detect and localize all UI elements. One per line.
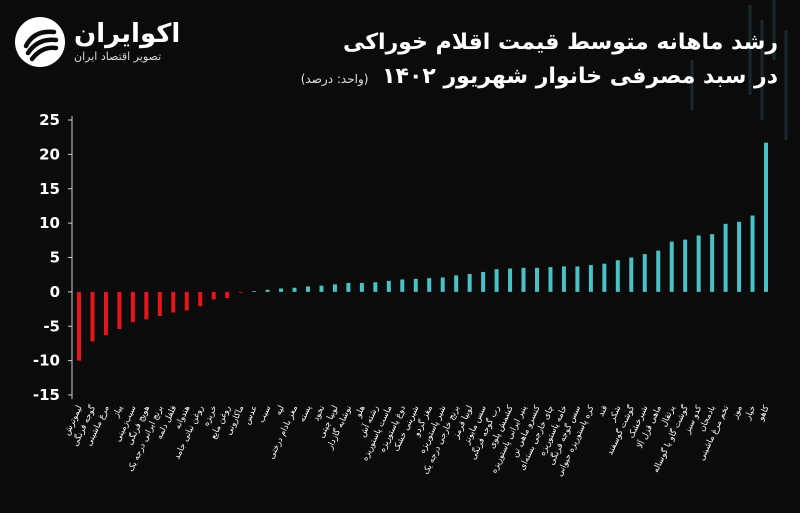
x-category-label: موز [730, 404, 745, 421]
chart-subtitle: در سبد مصرفی خانوار شهریور ۱۴۰۲ [382, 64, 778, 89]
bar [117, 291, 122, 330]
bar [764, 142, 768, 292]
y-tick-label: 15 [39, 180, 60, 198]
bar [575, 266, 580, 292]
bar [238, 291, 243, 293]
bar [332, 284, 337, 292]
chart-title: رشد ماهانه متوسط قیمت اقلام خوراکی [343, 30, 778, 55]
bar [440, 277, 445, 292]
chart-unit-note: (واحد: درصد) [300, 72, 369, 86]
bar [265, 289, 270, 292]
brand-tagline: تصویر اقتصاد ایران [74, 50, 162, 63]
chart-subtitle-line: در سبد مصرفی خانوار شهریور ۱۴۰۲ (واحد: د… [258, 60, 778, 96]
bar [602, 263, 607, 292]
bar [750, 215, 755, 292]
bar [77, 291, 81, 361]
bar [494, 269, 499, 292]
chart-title-block: رشد ماهانه متوسط قیمت اقلام خوراکی در سب… [258, 26, 778, 96]
bar [642, 254, 647, 292]
x-category-label: قند [596, 404, 610, 418]
bar [454, 275, 459, 292]
bar [252, 291, 257, 292]
y-tick-label: 5 [50, 249, 60, 267]
x-category-label: لپه [274, 404, 287, 417]
y-tick-label: -10 [33, 352, 60, 370]
brand-name: اکوایران [74, 19, 181, 49]
y-tick-label: 10 [39, 214, 60, 232]
bar [225, 291, 230, 299]
bar [521, 267, 526, 292]
brand-swirl-icon [15, 17, 65, 67]
bar [737, 221, 742, 292]
y-tick-label: 20 [39, 145, 60, 163]
bar [346, 282, 351, 292]
bar [656, 250, 661, 292]
y-tick-label: -5 [43, 317, 60, 335]
x-category-label: پسته [297, 403, 314, 423]
bar [481, 271, 486, 292]
bar [157, 291, 162, 316]
bar [130, 291, 135, 323]
x-category-label: کاهو [756, 403, 772, 423]
bar [629, 257, 634, 292]
bar [198, 291, 203, 307]
bar [359, 282, 364, 292]
bar [90, 291, 95, 342]
bar [306, 286, 310, 292]
bar [683, 239, 688, 292]
bar [413, 278, 418, 292]
bar [561, 266, 566, 292]
brand-logo: اکوایران تصویر اقتصاد ایران [14, 12, 204, 72]
bar [508, 268, 513, 292]
bar [279, 288, 284, 292]
bar [386, 280, 391, 292]
bar [548, 267, 553, 292]
bar [400, 279, 405, 292]
bar [615, 260, 620, 292]
bar [723, 223, 728, 292]
bar [319, 285, 324, 292]
bar [211, 291, 216, 300]
bar [144, 291, 149, 320]
x-category-label: عدس [242, 404, 259, 426]
bar [103, 291, 108, 336]
x-category-label: سیب [257, 404, 274, 425]
bar [467, 274, 472, 292]
y-tick-label: 25 [39, 111, 60, 129]
bar [710, 234, 715, 292]
bar [669, 241, 674, 292]
y-tick-label: 0 [50, 283, 60, 301]
bar [184, 291, 189, 311]
x-category-label: خیار [743, 404, 759, 422]
bar [535, 267, 539, 292]
bar [588, 265, 593, 292]
bar [292, 287, 297, 292]
bar [171, 291, 176, 313]
bar [696, 235, 701, 292]
y-tick-label: -15 [33, 386, 60, 404]
bar [373, 282, 378, 292]
x-category-label: هلو [353, 404, 367, 420]
bar [427, 278, 432, 292]
